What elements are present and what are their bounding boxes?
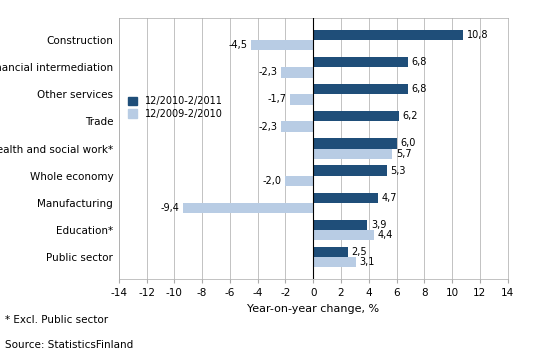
Text: 6,8: 6,8 bbox=[411, 57, 427, 67]
Bar bbox=[313, 247, 348, 257]
Legend: 12/2010-2/2011, 12/2009-2/2010: 12/2010-2/2011, 12/2009-2/2010 bbox=[127, 96, 223, 119]
Text: 3,1: 3,1 bbox=[360, 257, 375, 267]
Text: * Excl. Public sector: * Excl. Public sector bbox=[5, 315, 109, 325]
Bar bbox=[313, 230, 374, 240]
Text: 4,7: 4,7 bbox=[382, 193, 397, 203]
Text: 3,9: 3,9 bbox=[371, 220, 386, 230]
Bar bbox=[313, 149, 393, 159]
Text: -4,5: -4,5 bbox=[228, 40, 247, 50]
Text: 10,8: 10,8 bbox=[467, 30, 488, 40]
Bar bbox=[313, 219, 367, 230]
Bar bbox=[281, 121, 313, 132]
Text: -2,3: -2,3 bbox=[259, 122, 278, 132]
X-axis label: Year-on-year change, %: Year-on-year change, % bbox=[247, 304, 379, 314]
Text: 5,7: 5,7 bbox=[396, 149, 411, 159]
Text: 4,4: 4,4 bbox=[378, 230, 393, 240]
Bar bbox=[313, 257, 356, 267]
Bar bbox=[313, 193, 379, 203]
Bar bbox=[286, 176, 313, 186]
Bar bbox=[313, 57, 408, 67]
Text: 2,5: 2,5 bbox=[352, 247, 367, 257]
Bar bbox=[281, 67, 313, 78]
Bar bbox=[313, 111, 399, 121]
Text: 6,8: 6,8 bbox=[411, 84, 427, 94]
Bar bbox=[313, 165, 387, 176]
Bar bbox=[289, 94, 313, 105]
Text: -2,3: -2,3 bbox=[259, 67, 278, 77]
Bar bbox=[251, 40, 313, 50]
Text: 6,2: 6,2 bbox=[403, 111, 418, 121]
Text: Source: StatisticsFinland: Source: StatisticsFinland bbox=[5, 340, 134, 350]
Bar bbox=[313, 30, 463, 40]
Bar bbox=[313, 138, 396, 149]
Text: 5,3: 5,3 bbox=[390, 165, 406, 175]
Text: -2,0: -2,0 bbox=[263, 176, 282, 186]
Bar bbox=[313, 84, 408, 94]
Text: -9,4: -9,4 bbox=[160, 203, 179, 213]
Bar bbox=[183, 203, 313, 213]
Text: 6,0: 6,0 bbox=[400, 139, 415, 149]
Text: -1,7: -1,7 bbox=[267, 95, 286, 105]
